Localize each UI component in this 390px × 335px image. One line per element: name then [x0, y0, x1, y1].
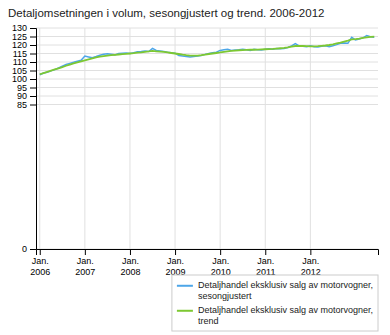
tick-mark [310, 249, 311, 255]
tick-mark [30, 54, 36, 55]
tick-mark [220, 249, 221, 255]
grid-line [36, 79, 378, 80]
grid-line [36, 70, 378, 71]
grid-line [310, 28, 311, 249]
grid-line [175, 28, 176, 249]
legend-swatch [177, 285, 193, 287]
tick-mark [265, 249, 266, 255]
tick-mark [30, 249, 36, 250]
tick-mark [130, 249, 131, 255]
legend-label: Detaljhandel eksklusiv salg av motorvogn… [198, 305, 373, 326]
tick-label: Jan.2006 [30, 256, 50, 276]
legend-swatch [177, 310, 193, 312]
plot: Jan.2006 Jan.2007 Jan.2008 Jan.2009 Jan.2010… [12, 23, 379, 276]
axis-line [37, 250, 379, 256]
grid-line [220, 28, 221, 249]
series-line [40, 37, 374, 75]
tick-mark [40, 249, 41, 255]
tick-mark [30, 37, 36, 38]
grid-line [36, 104, 378, 105]
tick: Jan.2012 [301, 249, 321, 277]
grid-line [36, 36, 378, 37]
tick-mark [85, 249, 86, 255]
tick-label: Jan.2009 [166, 256, 186, 276]
tick: Jan.2006 [30, 249, 50, 277]
grid-line [129, 28, 130, 249]
tick-label: 130 [12, 23, 27, 33]
tick-mark [30, 28, 36, 29]
tick: 0 [22, 244, 36, 254]
grid [36, 28, 378, 249]
grid-line [36, 28, 378, 29]
tick: Jan.2008 [120, 249, 140, 277]
series-line [40, 36, 374, 75]
grid-line [36, 87, 378, 88]
title: Detaljomsetningen i volum, sesongjustert… [8, 7, 324, 19]
tick-mark [175, 249, 176, 255]
tick-mark [30, 62, 36, 63]
legend-entry: Detaljhandel eksklusiv salg av motorvogn… [177, 305, 373, 326]
legend-frame [172, 275, 378, 331]
legend-entry: Detaljhandel eksklusiv salg av motorvogn… [177, 280, 373, 301]
tick: Jan.2009 [166, 249, 186, 277]
tick-label: Jan.2012 [301, 256, 321, 276]
series-group [40, 36, 374, 75]
tick-label: 0 [22, 244, 27, 254]
tick-mark [30, 71, 36, 72]
tick-label: Jan.2011 [256, 256, 275, 276]
grid-line [36, 96, 378, 97]
legend-label: Detaljhandel eksklusiv salg av motorvogn… [198, 280, 373, 301]
grid-line [36, 62, 378, 63]
axis-line [30, 29, 37, 250]
grid-line [265, 28, 266, 249]
chart: Detaljomsetningen i volum, sesongjustert… [0, 0, 390, 335]
tick-mark [30, 79, 36, 80]
tick-mark [30, 105, 36, 106]
y-axis: 0859095100105110115120125130 [12, 23, 37, 254]
tick-label: Jan.2007 [75, 256, 95, 276]
tick: 130 [12, 23, 36, 33]
tick-mark [30, 96, 36, 97]
tick: Jan.2011 [256, 249, 275, 277]
tick-label: Jan.2008 [120, 256, 140, 276]
tick-mark [30, 88, 36, 89]
legend: Detaljhandel eksklusiv salg av motorvogn… [172, 275, 378, 331]
x-axis: Jan.2006 Jan.2007 Jan.2008 Jan.2009 Jan.2010… [30, 249, 378, 277]
tick-mark [30, 45, 36, 46]
tick: Jan.2007 [75, 249, 95, 277]
grid-line [39, 28, 40, 249]
tick-label: Jan.2010 [211, 256, 231, 276]
tick: Jan.2010 [211, 249, 231, 277]
